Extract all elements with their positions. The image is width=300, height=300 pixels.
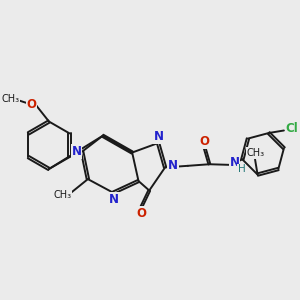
Text: H: H xyxy=(238,164,245,174)
Text: O: O xyxy=(26,98,36,111)
Text: N: N xyxy=(154,130,164,143)
Text: O: O xyxy=(136,207,146,220)
Text: N: N xyxy=(168,159,178,172)
Text: N: N xyxy=(230,156,240,169)
Text: O: O xyxy=(200,135,210,148)
Text: CH₃: CH₃ xyxy=(247,148,265,158)
Text: N: N xyxy=(71,145,82,158)
Text: N: N xyxy=(109,193,119,206)
Text: CH₃: CH₃ xyxy=(2,94,20,104)
Text: Cl: Cl xyxy=(285,122,298,135)
Text: CH₃: CH₃ xyxy=(53,190,72,200)
